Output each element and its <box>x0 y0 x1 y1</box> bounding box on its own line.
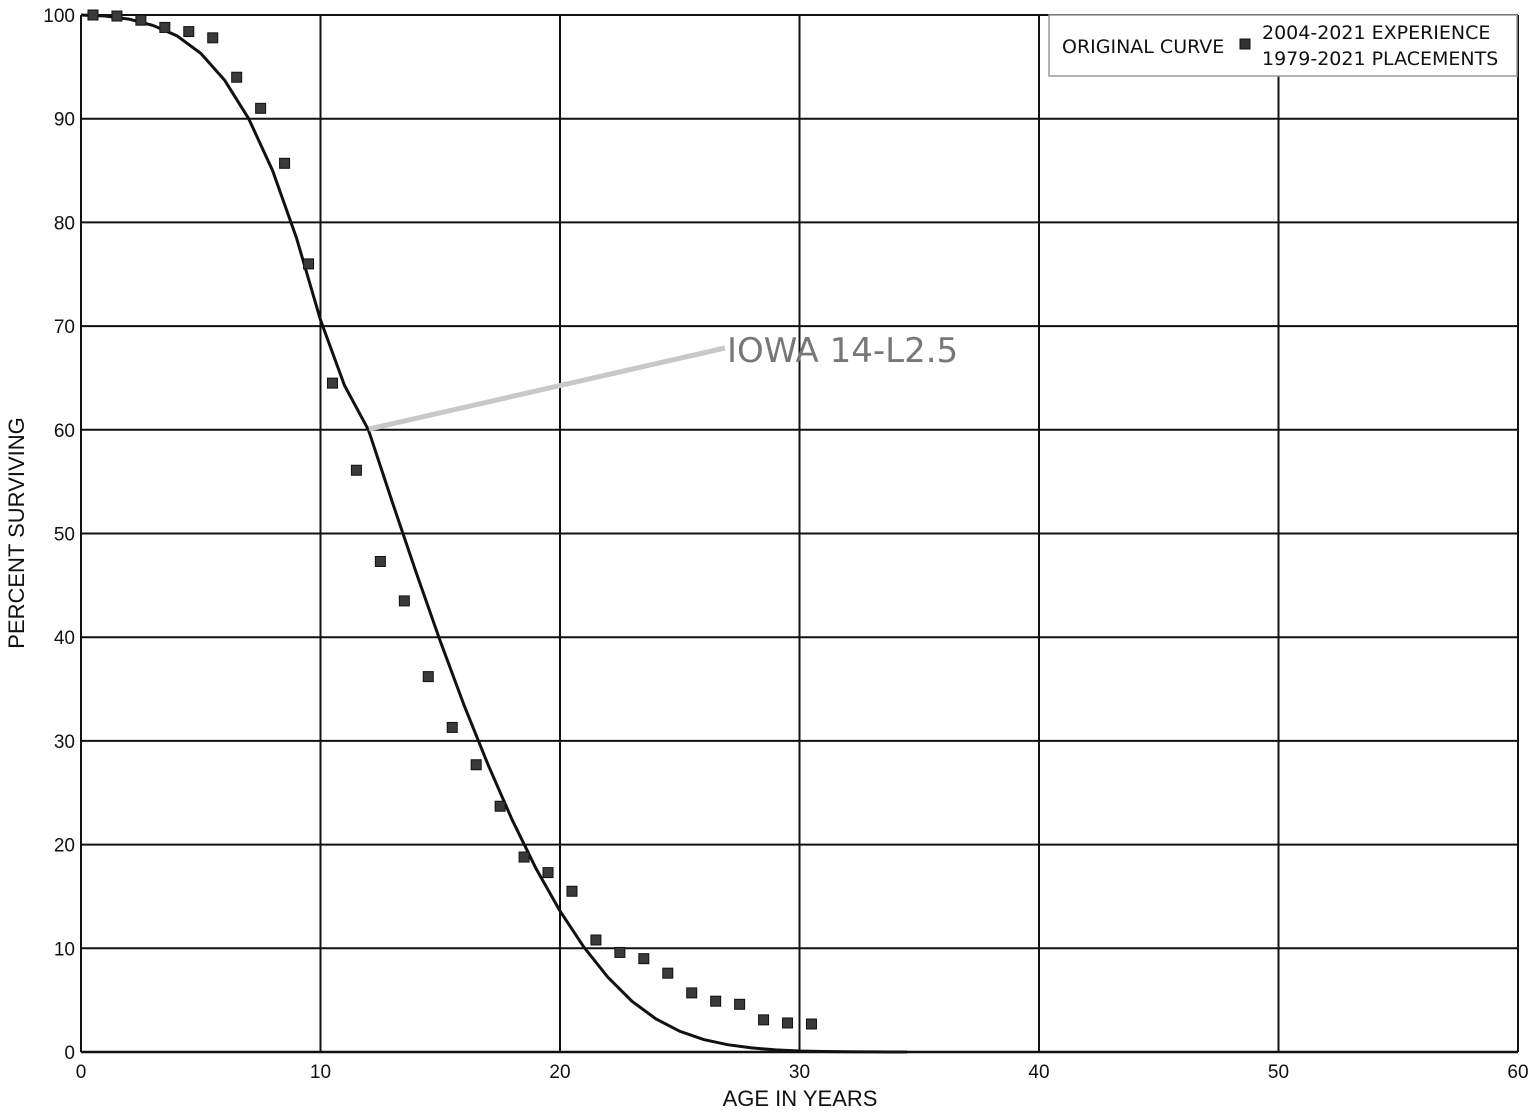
data-point <box>446 721 458 733</box>
data-point <box>710 995 722 1007</box>
y-tick-label: 0 <box>64 1043 75 1064</box>
y-tick-labels: 0 10 20 30 40 50 60 70 80 90 100 <box>43 6 75 1064</box>
y-tick-label: 90 <box>54 110 75 131</box>
data-point <box>638 953 650 965</box>
data-point <box>111 10 123 22</box>
x-tick-label: 60 <box>1507 1062 1528 1083</box>
data-point <box>255 102 267 114</box>
y-tick-label: 40 <box>54 628 75 649</box>
y-tick-label: 50 <box>54 525 75 546</box>
legend-box <box>1048 14 1518 77</box>
data-point <box>805 1018 817 1030</box>
data-point <box>159 21 171 33</box>
data-point <box>135 14 147 26</box>
data-point <box>662 967 674 979</box>
annotation-label: IOWA 14-L2.5 <box>727 331 958 371</box>
x-tick-label: 0 <box>76 1062 87 1083</box>
x-tick-label: 10 <box>310 1062 331 1083</box>
data-point <box>398 595 410 607</box>
y-axis-title: PERCENT SURVIVING <box>4 417 29 648</box>
y-tick-label: 100 <box>43 6 75 27</box>
x-tick-label: 20 <box>549 1062 570 1083</box>
data-point <box>494 800 506 812</box>
data-point <box>734 998 746 1010</box>
grid-lines <box>80 14 1519 1054</box>
data-point <box>422 671 434 683</box>
data-point <box>590 934 602 946</box>
data-point <box>303 258 315 270</box>
data-point <box>758 1014 770 1026</box>
data-point <box>518 851 530 863</box>
y-tick-label: 10 <box>54 939 75 960</box>
data-point <box>686 987 698 999</box>
y-tick-label: 30 <box>54 732 75 753</box>
x-tick-label: 40 <box>1028 1062 1049 1083</box>
data-point <box>207 32 219 44</box>
y-tick-label: 70 <box>54 317 75 338</box>
data-point <box>542 867 554 879</box>
x-axis-title: AGE IN YEARS <box>723 1086 878 1111</box>
legend-marker <box>1239 38 1251 50</box>
data-point <box>350 464 362 476</box>
annotation: IOWA 14-L2.5 <box>368 331 958 432</box>
original-curve-line <box>80 13 908 1054</box>
legend-line-label: ORIGINAL CURVE <box>1062 36 1224 58</box>
data-point <box>566 885 578 897</box>
data-point <box>782 1017 794 1029</box>
data-point <box>279 157 291 169</box>
y-tick-label: 80 <box>54 213 75 234</box>
data-point <box>326 377 338 389</box>
y-tick-label: 60 <box>54 421 75 442</box>
legend-marker-label-line1: 2004-2021 EXPERIENCE <box>1262 22 1490 44</box>
data-point <box>614 946 626 958</box>
data-point <box>374 555 386 567</box>
x-tick-label: 30 <box>789 1062 810 1083</box>
legend: ORIGINAL CURVE 2004-2021 EXPERIENCE 1979… <box>1048 14 1518 77</box>
experience-points <box>87 9 817 1030</box>
data-point <box>470 759 482 771</box>
x-tick-label: 50 <box>1268 1062 1289 1083</box>
data-point <box>231 71 243 83</box>
y-tick-label: 20 <box>54 836 75 857</box>
data-point <box>183 26 195 38</box>
data-point <box>87 9 99 21</box>
annotation-leader-line <box>368 345 726 432</box>
x-tick-labels: 0 10 20 30 40 50 60 <box>76 1062 1529 1083</box>
legend-marker-label-line2: 1979-2021 PLACEMENTS <box>1262 48 1498 70</box>
